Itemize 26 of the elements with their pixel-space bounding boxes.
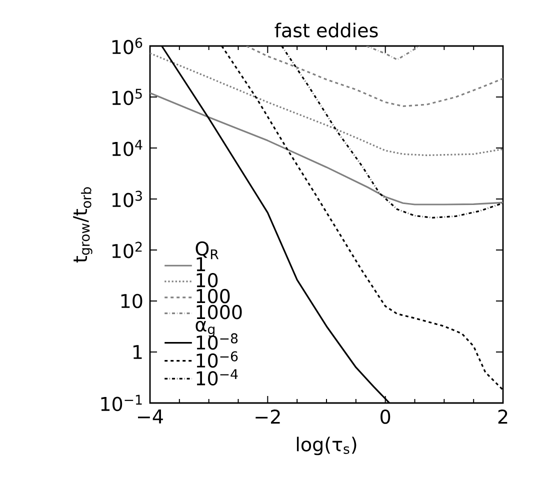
y-tick-label: 1 [133, 345, 142, 359]
y-tick-label: 10$^{4}$ [112, 140, 142, 156]
x-tick-label: 2 [498, 410, 508, 424]
chart-title: fast eddies [274, 22, 378, 38]
y-tick-label: 10 [121, 294, 142, 308]
line-series [150, 92, 504, 206]
line-series [150, 52, 504, 156]
legend-label: 10$^{−4}$ [196, 369, 238, 386]
legend-label: 100 [196, 288, 230, 304]
x-axis-title: log(τ$_{s}$) [296, 436, 356, 456]
legend-label: 10 [196, 272, 218, 288]
legend-label: 10$^{−6}$ [196, 351, 238, 368]
y-tick-label: 10$^{2}$ [112, 242, 142, 258]
y-tick-label: 10$^{5}$ [112, 88, 142, 106]
legend-title: Q$_{R}$ [196, 241, 219, 260]
line-series [246, 46, 504, 108]
y-axis-title: t$_{grow}$/t$_{orb}$ [73, 187, 92, 262]
y-tick-label: 10$^{3}$ [112, 190, 142, 208]
x-tick-label: 0 [380, 410, 390, 424]
legend-label: 1000 [196, 304, 242, 320]
y-tick-label: 10$^{−1}$ [101, 394, 142, 412]
x-tick-label: −4 [138, 410, 163, 424]
x-tick-label: −2 [256, 410, 280, 424]
legend-label: 1 [196, 257, 206, 272]
y-tick-label: 10$^{6}$ [112, 38, 142, 54]
line-series [366, 46, 420, 60]
